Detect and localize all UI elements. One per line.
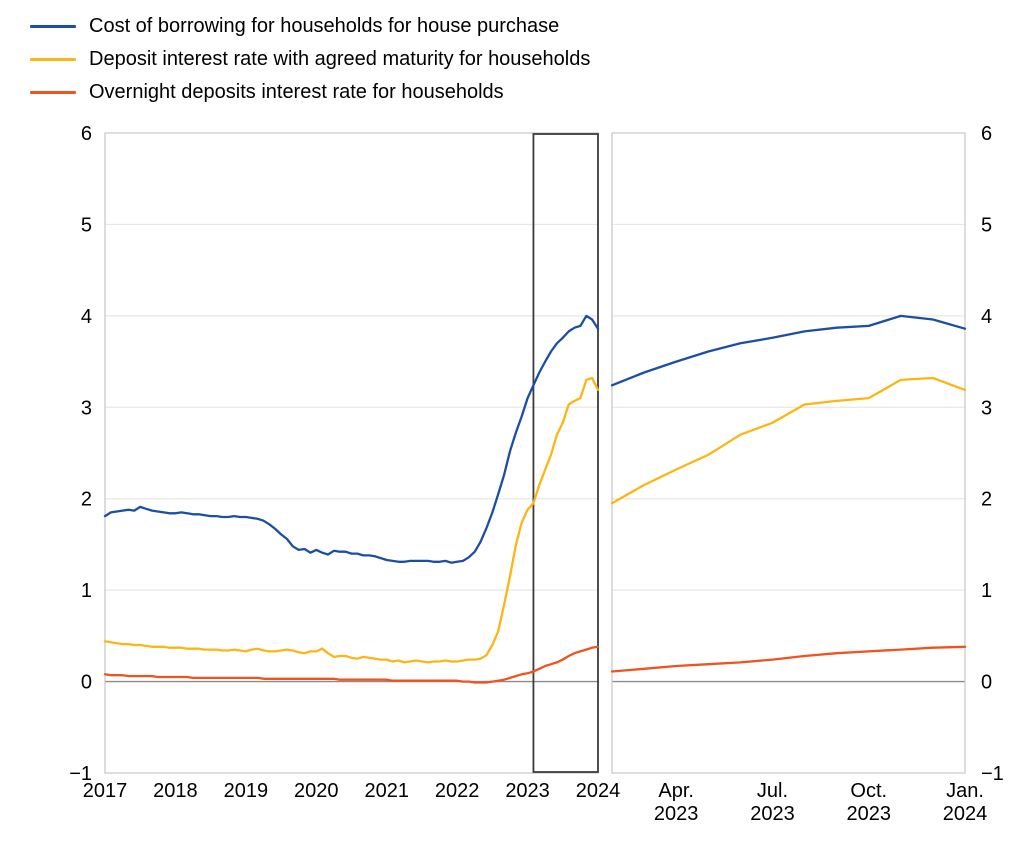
y-tick-label-left: 5 <box>81 214 92 236</box>
highlight-box <box>532 133 599 773</box>
legend-item-deposit-agreed-maturity: Deposit interest rate with agreed maturi… <box>30 47 590 71</box>
x-tick-label: 2019 <box>224 780 269 802</box>
x-tick-label: 2024 <box>576 780 621 802</box>
legend-line-swatch-yellow <box>30 57 76 61</box>
y-tick-label-right: 1 <box>981 580 992 602</box>
legend-label: Cost of borrowing for households for hou… <box>89 15 560 37</box>
x-tick-label: 2023 <box>750 803 795 825</box>
legend-line-swatch-red <box>30 90 76 94</box>
y-tick-label-left: 3 <box>81 397 92 419</box>
y-tick-label-right: 0 <box>981 672 992 694</box>
y-tick-label-left: 4 <box>81 306 92 328</box>
x-tick-label: 2023 <box>654 803 699 825</box>
series-line-yellow <box>103 376 600 664</box>
x-tick-label: 2020 <box>294 780 339 802</box>
x-tick-label: 2022 <box>435 780 480 802</box>
x-tick-label: 2023 <box>846 803 891 825</box>
legend-label: Deposit interest rate with agreed maturi… <box>89 48 591 70</box>
y-tick-label-right: 6 <box>981 123 992 145</box>
legend: Cost of borrowing for households for hou… <box>30 14 590 104</box>
y-tick-label-right: 2 <box>981 489 992 511</box>
series-line-yellow <box>610 376 967 505</box>
y-tick-label-left: 2 <box>81 489 92 511</box>
y-tick-label-right: −1 <box>981 763 1004 785</box>
x-tick-label: Oct. <box>850 780 887 802</box>
y-tick-label-left: 1 <box>81 580 92 602</box>
legend-item-cost-of-borrowing: Cost of borrowing for households for hou… <box>30 14 590 38</box>
legend-line-swatch-blue <box>30 24 76 28</box>
x-tick-label: Jul. <box>757 780 788 802</box>
y-tick-label-left: −1 <box>69 763 92 785</box>
x-tick-label: 2021 <box>364 780 409 802</box>
x-tick-label: 2023 <box>505 780 550 802</box>
y-tick-label-right: 5 <box>981 214 992 236</box>
series-line-red <box>103 645 600 684</box>
x-tick-label: Jan. <box>946 780 984 802</box>
x-tick-label: 2018 <box>153 780 198 802</box>
y-tick-label-left: 6 <box>81 123 92 145</box>
y-tick-label-right: 3 <box>981 397 992 419</box>
series-line-red <box>610 645 967 673</box>
series-line-blue <box>610 314 967 387</box>
x-tick-label: Apr. <box>658 780 694 802</box>
y-tick-label-right: 4 <box>981 306 992 328</box>
series-line-blue <box>103 314 600 564</box>
x-tick-label: 2017 <box>83 780 128 802</box>
legend-item-overnight-deposits: Overnight deposits interest rate for hou… <box>30 80 590 104</box>
y-tick-label-left: 0 <box>81 672 92 694</box>
right-panel-border <box>611 132 966 774</box>
x-tick-label: 2024 <box>943 803 988 825</box>
legend-label: Overnight deposits interest rate for hou… <box>89 81 504 103</box>
